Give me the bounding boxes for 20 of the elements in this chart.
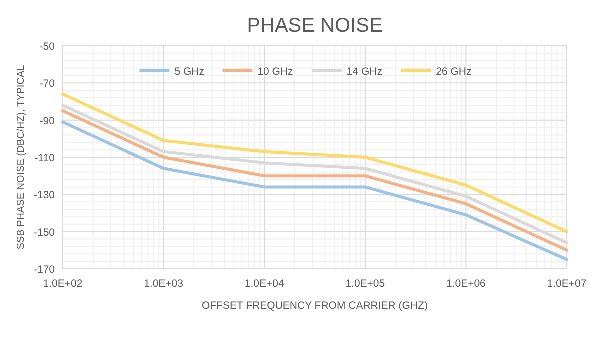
y-tick-label: -70 [40,78,56,90]
y-tick-label: -170 [34,264,56,276]
y-axis-title: SSB PHASE NOISE (DBC/HZ), TYPICAL [16,64,27,250]
x-tick-label: 1.0E+05 [346,278,386,290]
x-tick-label: 1.0E+07 [547,278,587,290]
x-tick-label: 1.0E+02 [43,278,83,290]
legend-label: 5 GHz [174,66,204,78]
x-tick-label: 1.0E+06 [446,278,486,290]
legend-label: 10 GHz [258,66,294,78]
x-axis-title: OFFSET FREQUENCY FROM CARRIER (GHZ) [202,300,428,312]
legend-label: 14 GHz [346,66,383,78]
chart-title: PHASE NOISE [247,15,383,37]
y-tick-label: -150 [34,226,56,239]
y-tick-label: -130 [34,190,56,202]
x-tick-label: 1.0E+03 [144,278,184,290]
y-tick-label: -50 [40,41,56,53]
y-tick-label: -90 [40,115,56,128]
y-tick-label: -110 [34,152,56,164]
legend-label: 26 GHz [436,66,472,78]
x-tick-label: 1.0E+04 [244,278,284,290]
